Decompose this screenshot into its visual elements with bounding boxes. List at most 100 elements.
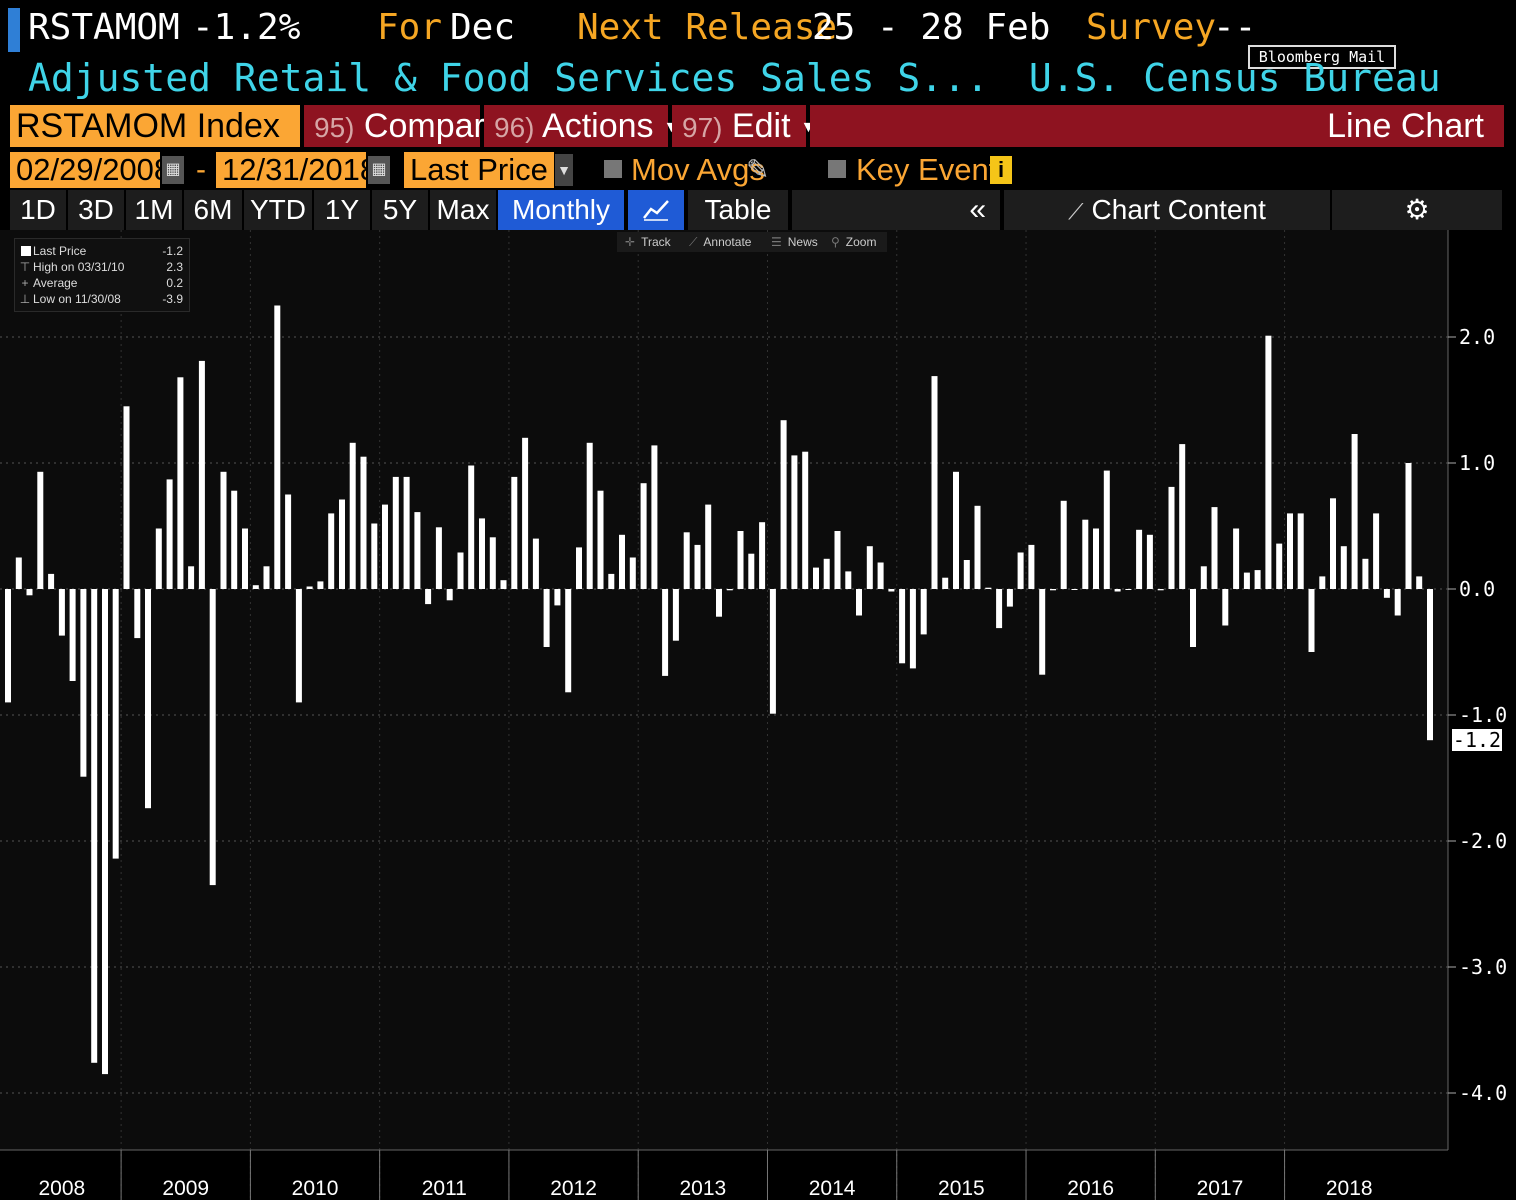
bar[interactable] (716, 589, 722, 617)
security-input[interactable]: RSTAMOM Index (10, 105, 300, 147)
bar[interactable] (1297, 513, 1304, 589)
bar[interactable] (1028, 544, 1035, 589)
bar[interactable] (1373, 513, 1380, 589)
bar[interactable] (953, 471, 959, 589)
bar[interactable] (274, 305, 281, 590)
bar[interactable] (554, 589, 561, 606)
bar[interactable] (48, 573, 55, 589)
bar[interactable] (845, 571, 852, 589)
bar[interactable] (177, 377, 184, 589)
bar[interactable] (1416, 576, 1423, 589)
bar[interactable] (252, 585, 259, 589)
bar[interactable] (317, 581, 324, 589)
bar[interactable] (1340, 546, 1347, 589)
calendar-icon[interactable]: ▦ (368, 156, 390, 184)
bar[interactable] (166, 479, 173, 589)
bar[interactable] (942, 577, 949, 589)
zoom-tool[interactable]: ⚲ Zoom (831, 232, 876, 252)
bar[interactable] (985, 587, 992, 589)
key-events-checkbox[interactable] (828, 160, 846, 178)
bar[interactable] (102, 589, 108, 1075)
bar[interactable] (726, 589, 733, 591)
bar[interactable] (543, 589, 550, 647)
bar[interactable] (69, 589, 76, 681)
frequency-dropdown[interactable]: Monthly ▼ (498, 190, 624, 265)
info-icon[interactable]: i (990, 156, 1012, 184)
bar[interactable] (769, 589, 776, 714)
bar[interactable] (1233, 528, 1240, 590)
bar[interactable] (1039, 589, 1046, 675)
bar[interactable] (856, 589, 862, 616)
bar[interactable] (1211, 507, 1218, 589)
bar[interactable] (1103, 470, 1110, 589)
bar[interactable] (1383, 589, 1390, 598)
bar[interactable] (920, 589, 927, 635)
bloomberg-mail-button[interactable]: Bloomberg Mail (1248, 45, 1396, 69)
bar[interactable] (802, 451, 809, 589)
bar[interactable] (198, 360, 205, 589)
bar[interactable] (392, 476, 399, 589)
bar[interactable] (1114, 589, 1121, 592)
bar[interactable] (909, 589, 916, 669)
bar-chart[interactable]: 2.01.00.0-1.0-2.0-3.0-4.0 2008 2009 2010 20… (0, 230, 1516, 1200)
bar[interactable] (1125, 589, 1132, 590)
bar[interactable] (112, 589, 119, 859)
bar[interactable] (608, 573, 615, 589)
bar[interactable] (1136, 529, 1143, 589)
end-date-input[interactable]: 12/31/2018 (216, 152, 377, 188)
bar[interactable] (1093, 528, 1099, 590)
range-1y-button[interactable]: 1Y (314, 190, 370, 230)
bar[interactable] (576, 547, 582, 589)
bar[interactable] (500, 580, 507, 589)
bar[interactable] (597, 490, 604, 589)
bar[interactable] (1017, 552, 1024, 590)
bar[interactable] (37, 471, 44, 589)
bar[interactable] (866, 546, 873, 589)
bar[interactable] (242, 528, 248, 590)
bar[interactable] (339, 499, 345, 590)
bar[interactable] (748, 553, 755, 589)
collapse-panel-button[interactable]: « (792, 190, 1000, 230)
range-ytd-button[interactable]: YTD (244, 190, 312, 230)
bar[interactable] (1200, 566, 1207, 589)
bar[interactable] (220, 471, 227, 589)
edit-menu-button[interactable]: 97) Edit ▼ (672, 105, 816, 147)
bar[interactable] (457, 552, 464, 590)
bar[interactable] (737, 531, 744, 589)
line-chart-icon[interactable] (628, 190, 684, 230)
bar[interactable] (306, 586, 313, 590)
bar[interactable] (263, 566, 270, 589)
bar[interactable] (780, 420, 787, 589)
bar[interactable] (1362, 558, 1369, 589)
bar[interactable] (80, 589, 87, 777)
bar[interactable] (349, 442, 356, 589)
bar[interactable] (435, 527, 442, 589)
bar[interactable] (672, 589, 679, 641)
bar[interactable] (963, 560, 970, 589)
bar[interactable] (1254, 570, 1261, 589)
bar[interactable] (1050, 589, 1056, 591)
news-tool[interactable]: ☰ News (771, 232, 818, 252)
bar[interactable] (188, 566, 195, 589)
chart-content-button[interactable]: ⟋ Chart Content (1004, 190, 1330, 230)
bar[interactable] (15, 557, 22, 590)
bar[interactable] (489, 537, 496, 589)
bar[interactable] (532, 538, 539, 589)
bar[interactable] (683, 532, 690, 589)
range-3d-button[interactable]: 3D (68, 190, 124, 230)
compare-button[interactable]: 95) Compare (304, 105, 504, 147)
bar[interactable] (403, 476, 410, 589)
bar[interactable] (1394, 589, 1401, 616)
start-date-input[interactable]: 02/29/2008 (10, 152, 171, 188)
bar[interactable] (931, 376, 938, 589)
bar[interactable] (651, 445, 658, 589)
bar[interactable] (1427, 589, 1433, 741)
bar[interactable] (1351, 434, 1358, 589)
range-max-button[interactable]: Max (430, 190, 496, 230)
range-1d-button[interactable]: 1D (10, 190, 66, 230)
table-view-button[interactable]: Table (688, 190, 788, 230)
bar[interactable] (1082, 519, 1089, 589)
chevron-down-icon[interactable]: ▼ (555, 154, 573, 186)
bar[interactable] (134, 589, 141, 639)
actions-menu-button[interactable]: 96) Actions▼ (484, 105, 679, 147)
